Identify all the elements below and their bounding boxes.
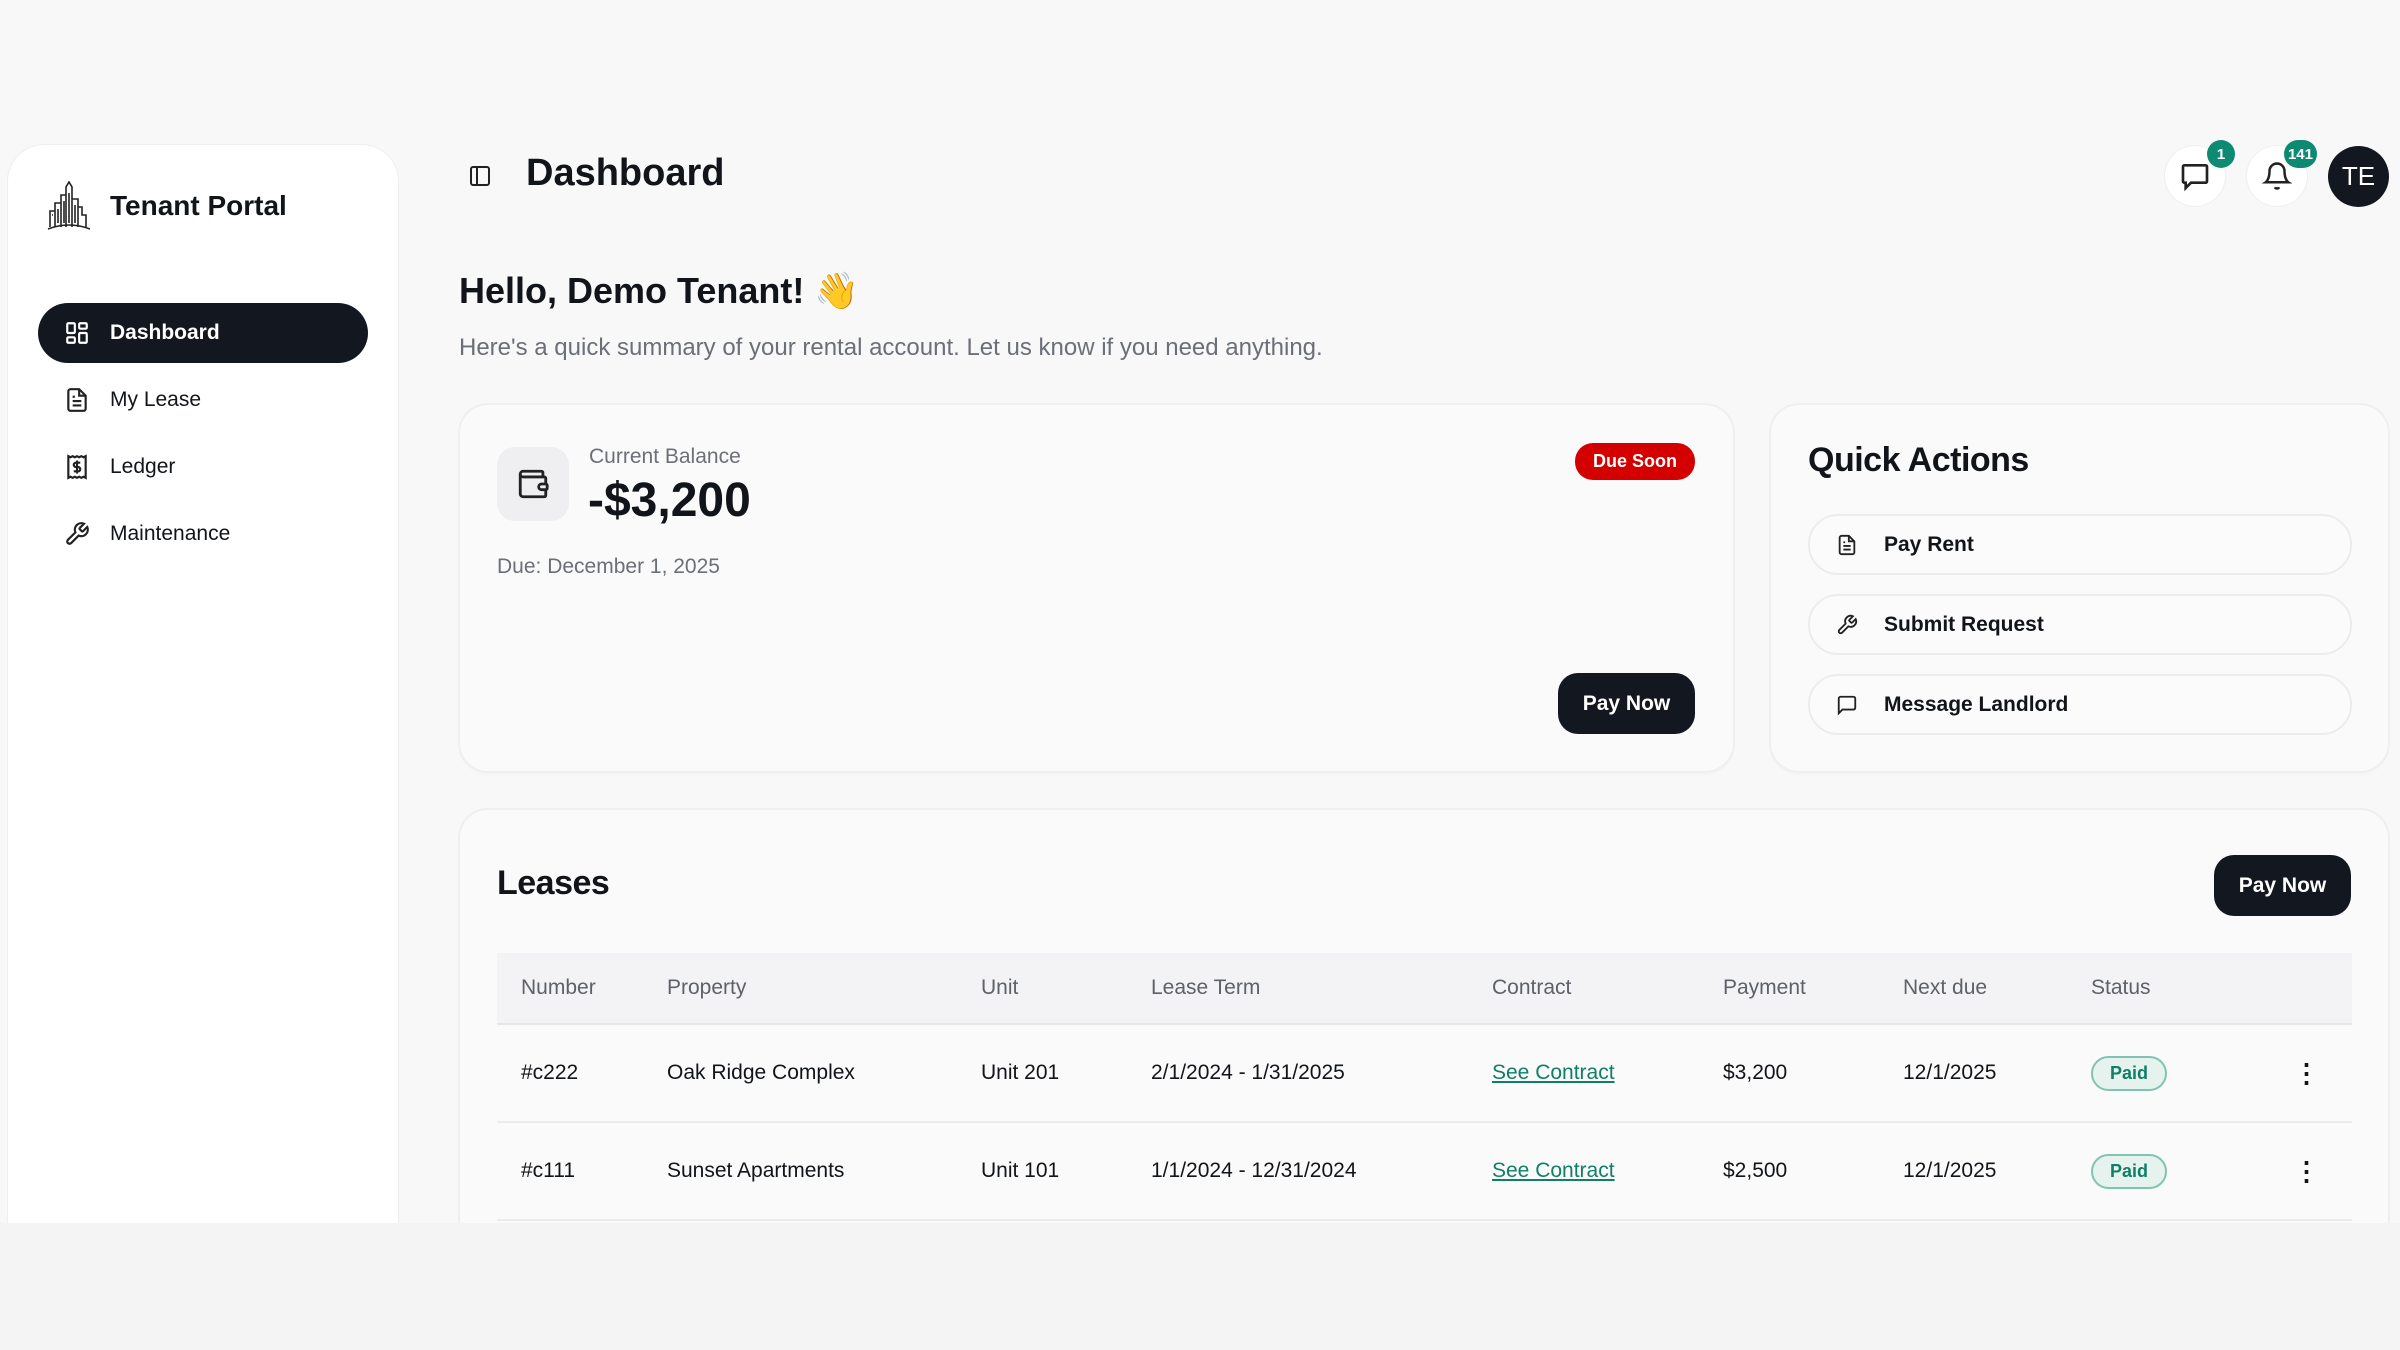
sidebar-toggle-button[interactable] [468,164,492,193]
dashboard-grid-icon [66,322,88,344]
wallet-icon-box [497,447,569,521]
term-text: 1/1/2024 - 12/31/2024 [1151,1159,1357,1182]
sidebar-item-maintenance[interactable]: Maintenance [38,504,368,564]
table-row: #c222 Oak Ridge Complex Unit 201 2/1/2024 -… [497,1025,2352,1123]
next_due-text: 12/1/2025 [1903,1159,1997,1182]
column-header: Next due [1903,976,1988,999]
city-logo-icon [47,181,91,230]
wallet-icon [518,469,549,499]
status-badge: Paid [2091,1055,2168,1091]
quick-action-label: Pay Rent [1884,532,1974,556]
cell-status: Paid [2091,1055,2261,1091]
balance-card: Current Balance -$3,200 Due: December 1,… [460,405,1733,771]
wrench-icon [1837,614,1858,634]
column-header: Property [667,976,747,999]
table-row: #c111 Sunset Apartments Unit 101 1/1/2024 -… [497,1123,2352,1221]
cell-payment: $3,200 [1723,1061,1903,1085]
column-header: Status [2091,976,2151,999]
pay-now-button[interactable]: Pay Now [1558,673,1695,734]
message-icon [2181,164,2209,192]
column-header: Number [521,976,596,999]
document-icon [67,388,87,412]
quick-action-label: Submit Request [1884,612,2044,636]
quick-actions-card: Quick Actions Pay Rent Submit Request Me… [1771,405,2388,771]
cell-property: Sunset Apartments [667,1159,981,1183]
cell-contract: See Contract [1492,1061,1723,1085]
sidebar-item-my-lease[interactable]: My Lease [38,370,368,430]
leases-card: Leases Pay Now Number Property Unit Lease T… [460,810,2388,1223]
quick-action-label: Message Landlord [1884,692,2069,716]
sidebar-item-dashboard[interactable]: Dashboard [38,303,368,363]
document-icon [1838,534,1856,555]
status-badge: Due Soon [1575,443,1695,480]
logo[interactable]: Tenant Portal [44,181,287,231]
notifications-button[interactable]: 141 [2247,140,2317,206]
leases-title: Leases [497,864,610,902]
sidebar: Tenant Portal Dashboard My Lease Ledger … [8,145,398,1223]
cell-contract: See Contract [1492,1159,1723,1183]
greeting-title: Hello, Demo Tenant! 👋 [459,270,860,311]
unit-text: Unit 101 [981,1159,1060,1182]
cell-payment: $2,500 [1723,1159,1903,1183]
cell-term: 1/1/2024 - 12/31/2024 [1151,1159,1492,1183]
cell-status: Paid [2091,1153,2261,1189]
due-date: Due: December 1, 2025 [497,555,720,578]
cell-number: #c111 [497,1159,667,1183]
property-text: Sunset Apartments [667,1159,845,1182]
bell-icon [2262,162,2292,190]
leases-table: Number Property Unit Lease Term Contract Paym… [497,953,2352,1221]
sidebar-item-label: Ledger [110,455,176,478]
sidebar-item-label: Maintenance [110,522,231,545]
wrench-icon [66,522,89,545]
number-text: #c111 [521,1159,576,1182]
table-header: Number Property Unit Lease Term Contract Paym… [497,953,2352,1025]
cell-unit: Unit 201 [981,1061,1151,1085]
unit-text: Unit 201 [981,1061,1060,1084]
sidebar-item-label: My Lease [110,388,202,411]
see-contract-link[interactable]: See Contract [1492,1061,1615,1084]
message-landlord-button[interactable]: Message Landlord [1808,674,2352,735]
notifications-badge: 141 [2283,140,2317,168]
sidebar-panel-icon [470,166,490,186]
app-name: Tenant Portal [110,190,287,221]
cell-next_due: 12/1/2025 [1903,1159,2091,1183]
messages-button[interactable]: 1 [2165,140,2235,206]
status-badge: Paid [2091,1153,2168,1189]
messages-badge: 1 [2207,140,2235,168]
payment-text: $2,500 [1723,1159,1788,1182]
number-text: #c222 [521,1061,579,1084]
cell-unit: Unit 101 [981,1159,1151,1183]
sidebar-item-label: Dashboard [110,321,220,344]
sidebar-item-ledger[interactable]: Ledger [38,437,368,497]
cell-term: 2/1/2024 - 1/31/2025 [1151,1061,1492,1085]
column-header: Unit [981,976,1019,999]
row-more-menu-icon[interactable]: ⋮ [2293,1058,2320,1088]
pay-rent-button[interactable]: Pay Rent [1808,514,2352,575]
cell-number: #c222 [497,1061,667,1085]
term-text: 2/1/2024 - 1/31/2025 [1151,1061,1345,1084]
page-title: Dashboard [526,152,725,194]
payment-text: $3,200 [1723,1061,1788,1084]
column-header: Payment [1723,976,1806,999]
submit-request-button[interactable]: Submit Request [1808,594,2352,655]
balance-label: Current Balance [589,445,741,468]
receipt-dollar-icon [67,454,87,480]
row-more-menu-icon[interactable]: ⋮ [2293,1156,2320,1186]
greeting-subtitle: Here's a quick summary of your rental ac… [459,334,1323,361]
leases-pay-now-button[interactable]: Pay Now [2214,855,2351,916]
cell-next_due: 12/1/2025 [1903,1061,2091,1085]
quick-actions-title: Quick Actions [1808,441,2029,479]
sidebar-nav: Dashboard My Lease Ledger Maintenance [38,303,368,571]
next_due-text: 12/1/2025 [1903,1061,1997,1084]
column-header: Lease Term [1151,976,1261,999]
balance-value: -$3,200 [588,474,751,527]
avatar[interactable]: TE [2328,146,2389,207]
see-contract-link[interactable]: See Contract [1492,1159,1615,1182]
cell-property: Oak Ridge Complex [667,1061,981,1085]
property-text: Oak Ridge Complex [667,1061,855,1084]
app: Tenant Portal Dashboard My Lease Ledger … [8,140,2389,1223]
message-icon [1837,695,1857,715]
column-header: Contract [1492,976,1572,999]
